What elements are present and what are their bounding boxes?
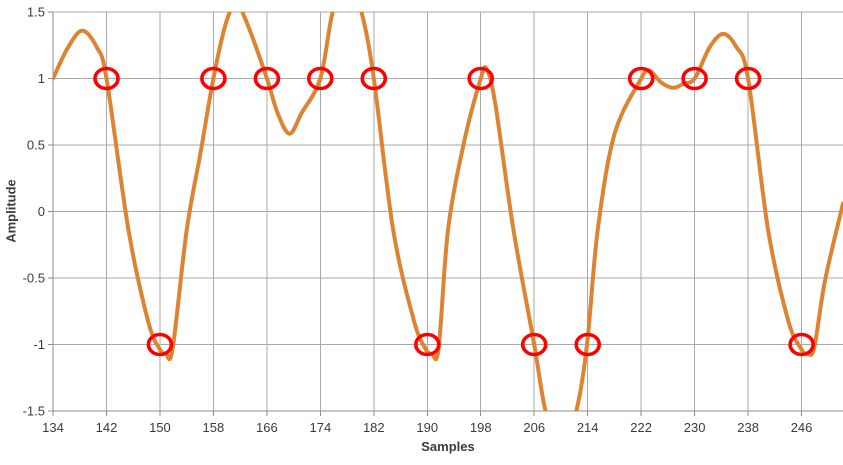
y-axis-title: Amplitude (3, 179, 19, 243)
x-tick-label: 150 (149, 420, 171, 435)
y-tick-label: -0.5 (23, 271, 45, 286)
x-tick-label: 166 (256, 420, 278, 435)
x-tick-label: 190 (416, 420, 438, 435)
sample-circle-marker (734, 66, 762, 91)
sample-circle-marker (681, 66, 708, 91)
y-tick-label: 0 (38, 204, 45, 219)
x-tick-label: 222 (630, 420, 652, 435)
sample-circle-marker (93, 66, 120, 91)
sample-circle-marker (788, 332, 815, 357)
sample-circle-marker (627, 66, 655, 91)
y-tick-label: 0.5 (27, 138, 45, 153)
x-axis-title: Samples (421, 439, 475, 454)
sample-circle-marker (253, 66, 281, 91)
y-tick-label: -1 (33, 337, 45, 352)
sample-circle-marker (520, 332, 548, 357)
sample-circle-marker (360, 66, 388, 91)
sample-circle-marker (413, 332, 441, 357)
sample-circle-marker (146, 332, 174, 357)
sample-circle-marker (200, 66, 227, 91)
x-tick-label: 142 (96, 420, 118, 435)
x-tick-label: 238 (737, 420, 759, 435)
sample-circle-marker (574, 332, 602, 357)
x-tick-label: 230 (684, 420, 706, 435)
x-tick-label: 246 (791, 420, 813, 435)
sample-circle-marker (306, 66, 334, 91)
x-tick-label: 134 (42, 420, 64, 435)
y-tick-label: 1.5 (27, 5, 45, 20)
x-tick-label: 206 (523, 420, 545, 435)
sample-circle-marker (467, 66, 495, 91)
x-tick-label: 182 (363, 420, 385, 435)
y-tick-label: -1.5 (23, 404, 45, 419)
waveform-curve (53, 12, 843, 411)
x-tick-label: 214 (577, 420, 599, 435)
x-tick-label: 198 (470, 420, 492, 435)
y-tick-label: 1 (38, 71, 45, 86)
x-tick-label: 174 (309, 420, 331, 435)
x-tick-label: 158 (203, 420, 225, 435)
